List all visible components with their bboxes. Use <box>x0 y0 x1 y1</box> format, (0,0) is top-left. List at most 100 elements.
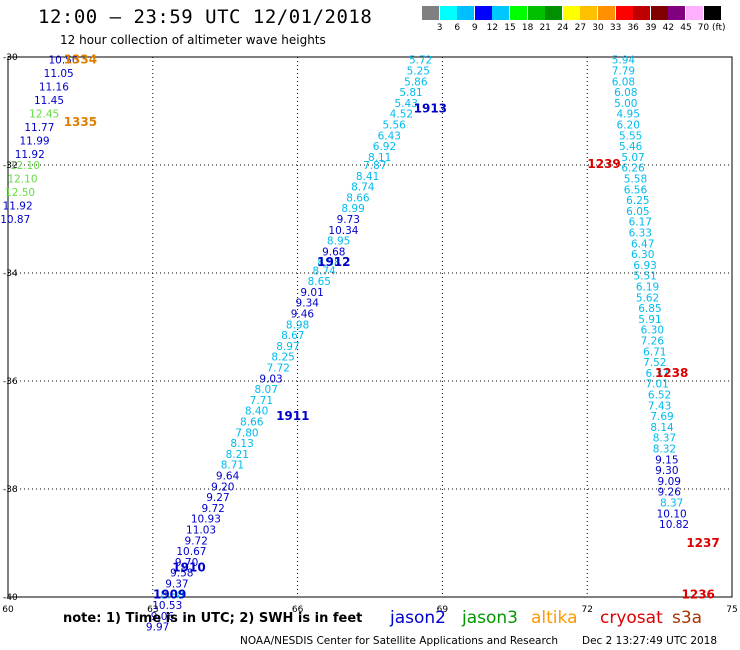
wave-height-value: 9.20 <box>211 481 234 493</box>
wave-height-value: 10.10 <box>657 508 687 520</box>
colorbar-label: 3 <box>436 23 443 33</box>
y-tick-label: -30 <box>3 53 18 63</box>
colorbar-swatch <box>422 6 439 20</box>
wave-height-value: 5.91 <box>638 314 661 326</box>
wave-height-value: 5.56 <box>382 120 406 132</box>
pass-number-label: 1335 <box>64 115 97 129</box>
y-tick-label: -36 <box>3 377 18 387</box>
wave-height-value: 10.93 <box>191 514 221 526</box>
wave-height-value: 7.26 <box>641 336 665 348</box>
wave-height-value: 5.43 <box>395 98 418 110</box>
colorbar-label: 6 <box>454 23 461 33</box>
colorbar-label: 24 <box>557 23 569 33</box>
wave-height-value: 5.51 <box>633 271 656 283</box>
wave-height-value: 6.30 <box>631 249 654 261</box>
colorbar-label: 12 <box>486 23 499 33</box>
wave-height-value: 8.21 <box>226 449 249 461</box>
wave-height-value: 12.50 <box>5 187 35 199</box>
wave-height-value: 10.67 <box>176 546 206 558</box>
footer-note: note: 1) Time is in UTC; 2) SWH is in fe… <box>63 611 363 626</box>
colorbar-label: 39 <box>645 23 657 33</box>
colorbar-label: 9 <box>471 23 478 33</box>
wave-height-value: 12.10 <box>7 174 37 186</box>
colorbar-swatch <box>457 6 475 20</box>
wave-height-value: 8.11 <box>368 152 391 164</box>
colorbar-label: 15 <box>504 23 516 33</box>
wave-height-value: 8.66 <box>240 417 264 429</box>
x-tick-label: 69 <box>437 605 449 615</box>
wave-height-value: 5.62 <box>636 292 659 304</box>
wave-height-value: 11.05 <box>44 68 74 80</box>
wave-height-value: 5.07 <box>621 152 644 164</box>
wave-height-value: 5.81 <box>399 87 422 99</box>
colorbar-swatch <box>474 6 492 20</box>
colorbar-label: 27 <box>574 23 587 33</box>
wave-height-value: 7.52 <box>643 357 666 369</box>
wave-height-value: 9.73 <box>337 214 360 226</box>
colorbar-swatch <box>598 6 615 20</box>
pass-number-label: 1236 <box>682 587 715 601</box>
satellite-legend-jason2: jason2 <box>390 608 446 628</box>
wave-height-value: 9.01 <box>300 287 323 299</box>
pass-number-label: 1913 <box>414 101 447 115</box>
wave-height-value: 6.08 <box>612 76 635 88</box>
wave-height-value: 9.34 <box>296 298 320 310</box>
satellite-legend-s3a: s3a <box>672 608 703 628</box>
wave-height-value: 8.97 <box>276 341 299 353</box>
generation-timestamp: Dec 2 13:27:49 UTC 2018 <box>582 635 718 647</box>
wave-height-value: 6.33 <box>629 228 652 240</box>
page-title: 12:00 – 23:59 UTC 12/01/2018 <box>38 6 373 28</box>
wave-height-value: 9.37 <box>165 579 188 591</box>
colorbar-swatch <box>668 6 686 20</box>
wave-height-value: 8.37 <box>653 433 676 445</box>
wave-height-value: 6.20 <box>617 120 640 132</box>
y-tick-label: -34 <box>3 269 18 279</box>
satellite-legend-jason3: jason3 <box>462 608 518 628</box>
page-subtitle: 12 hour collection of altimeter wave hei… <box>60 33 326 47</box>
wave-height-value: 5.72 <box>409 55 432 67</box>
colorbar-label: 30 <box>592 23 604 33</box>
wave-height-value: 8.13 <box>230 438 253 450</box>
wave-height-value: 5.25 <box>407 66 430 78</box>
wave-height-value: 9.72 <box>201 503 224 515</box>
wave-height-value: 6.92 <box>373 141 396 153</box>
wave-height-value: 8.98 <box>286 319 309 331</box>
wave-height-value: 7.79 <box>612 66 635 78</box>
wave-height-value: 7.69 <box>650 411 673 423</box>
wave-height-value: 7.80 <box>235 427 258 439</box>
wave-height-value: 9.68 <box>322 246 345 258</box>
wave-height-value: 8.14 <box>650 422 674 434</box>
wave-height-value: 8.41 <box>356 171 379 183</box>
y-tick-label: -40 <box>3 593 18 603</box>
colorbar-label: 70 (ft) <box>697 23 726 33</box>
wave-height-value: 7.71 <box>250 395 273 407</box>
wave-height-value: 10.53 <box>152 600 182 612</box>
colorbar-label: 45 <box>680 23 692 33</box>
wave-height-value: 4.52 <box>390 109 413 121</box>
wave-height-value: 6.30 <box>641 325 664 337</box>
wave-height-value: 5.00 <box>614 98 637 110</box>
x-tick-label: 60 <box>2 605 14 615</box>
wave-height-value: 12.45 <box>29 109 59 121</box>
x-tick-label: 75 <box>726 605 737 615</box>
wave-height-value: 7.72 <box>267 363 290 375</box>
pass-number-label: 1909 <box>153 587 186 601</box>
wave-height-value: 8.40 <box>245 406 268 418</box>
wave-height-value: 7.87 <box>363 160 386 172</box>
colorbar-swatch <box>686 6 703 20</box>
wave-height-value: 8.74 <box>312 265 336 277</box>
wave-height-value: 11.77 <box>24 122 54 134</box>
wave-height-value: 5.58 <box>624 174 647 186</box>
wave-height-value: 5.86 <box>404 76 428 88</box>
wave-height-value: 8.88 <box>160 589 183 601</box>
wave-height-value: 11.92 <box>15 149 45 161</box>
colorbar-swatch <box>492 6 510 20</box>
wave-height-value: 6.85 <box>638 303 661 315</box>
wave-height-value: 9.58 <box>170 568 193 580</box>
wave-height-value: 10.50 <box>48 55 78 67</box>
wave-height-value: 8.65 <box>308 276 331 288</box>
y-tick-label: -32 <box>3 161 18 171</box>
wave-height-value: 9.72 <box>185 535 208 547</box>
colorbar-label: 33 <box>609 23 622 33</box>
